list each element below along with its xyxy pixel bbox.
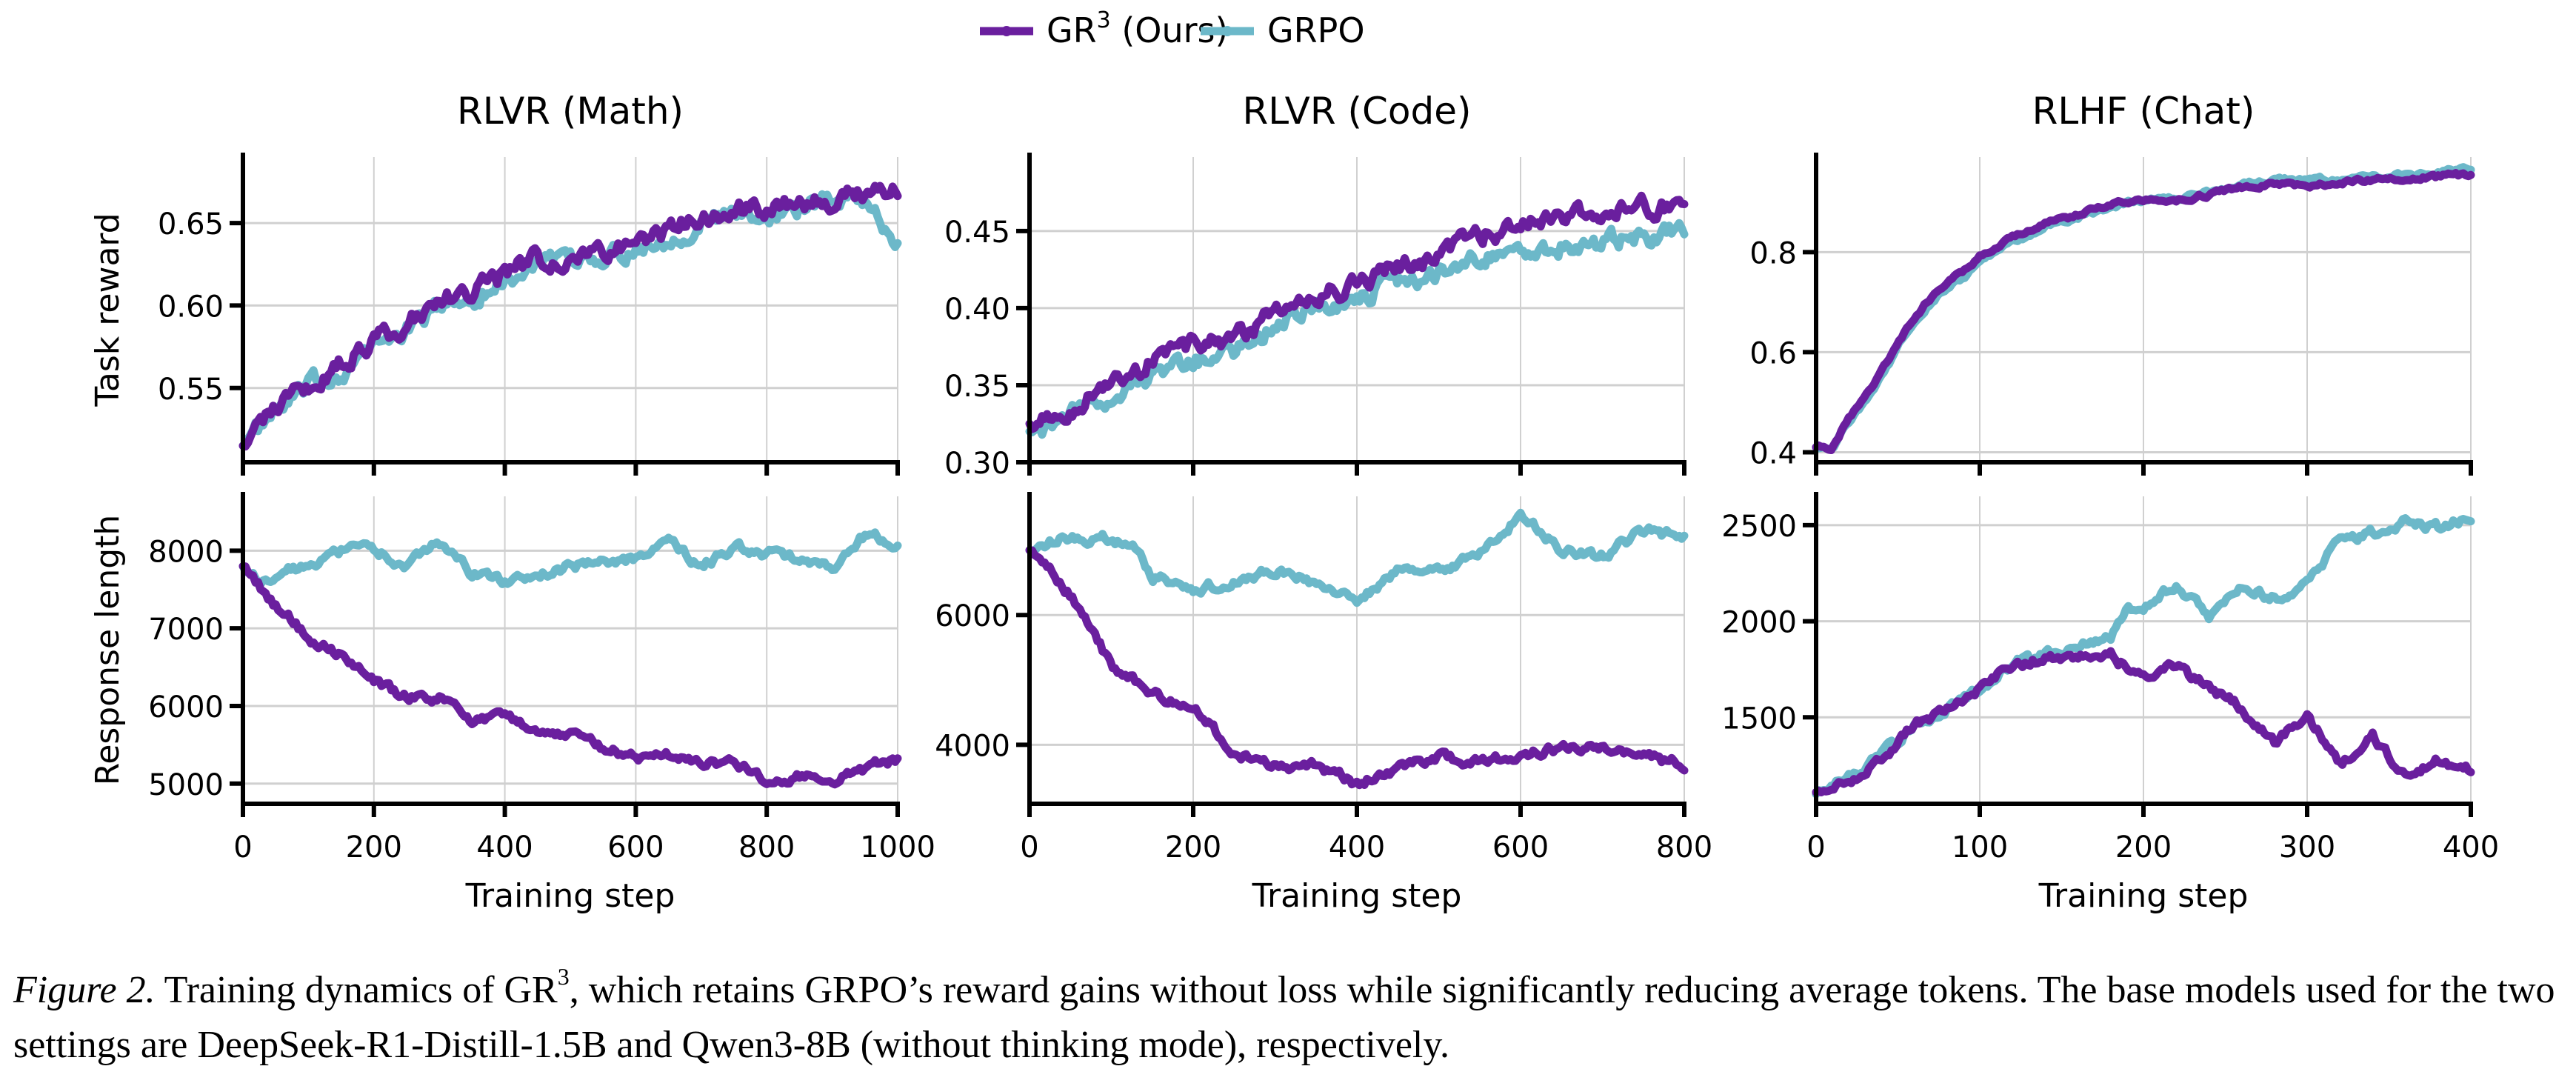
legend-item-gr3: GR3 (Ours) [980,7,1228,50]
y-tick-label: 6000 [935,599,1010,633]
x-tick-label: 600 [607,830,664,865]
caption-text-2: , which retains GRPO’s reward gains with… [13,969,2555,1066]
x-tick-label: 800 [1656,830,1712,865]
series-line-gr3 [1812,647,2475,796]
series-line-gr3 [1812,169,2475,454]
series-line-grpo [238,190,902,450]
y-tick-label: 6000 [148,690,224,725]
panel-title: RLVR (Code) [1243,90,1472,133]
panel-title: RLHF (Chat) [2032,90,2255,133]
legend-label-grpo: GRPO [1267,10,1365,50]
y-tick-label: 0.30 [944,447,1010,481]
y-tick-label: 0.8 [1749,236,1797,270]
x-tick-label: 400 [1329,830,1385,865]
series-line-gr3 [238,182,902,451]
legend-marker-grpo [1222,26,1232,36]
x-axis-label: Training step [1252,877,1462,915]
x-tick-label: 100 [1952,830,2008,865]
x-tick-label: 200 [2115,830,2172,865]
series-line-gr3 [1025,546,1689,790]
x-tick-label: 0 [1806,830,1825,865]
legend: GR3 (Ours) GRPO [980,7,1365,50]
legend-item-grpo: GRPO [1201,10,1365,50]
x-axis-label: Training step [465,877,675,915]
panel-bottom-left: 5000 6000 7000 8000 0 200 400 600 800 1000 Trainin… [89,492,935,915]
panel-top-left: 0.55 0.60 0.65 RLVR (Math) Task reward [89,90,902,476]
y-tick-label: 0.35 [944,370,1010,404]
caption-label: Figure 2. [13,969,156,1011]
y-tick-label: 5000 [148,768,224,802]
x-tick-label: 400 [476,830,533,865]
series-line-grpo [1025,219,1689,439]
y-tick-label: 0.40 [944,293,1010,327]
series-line-grpo [238,528,902,589]
y-tick-label: 0.45 [944,216,1010,250]
x-tick-label: 200 [346,830,402,865]
panel-title: RLVR (Math) [457,90,684,133]
y-axis-label: Task reward [89,213,127,407]
x-tick-label: 300 [2279,830,2335,865]
x-tick-label: 0 [1020,830,1038,865]
y-tick-label: 8000 [148,535,224,569]
y-tick-label: 4000 [935,729,1010,763]
series-line-gr3 [1025,191,1689,433]
series-line-gr3 [238,562,902,789]
x-tick-label: 400 [2443,830,2499,865]
caption-text-1: Training dynamics of GR [155,969,558,1011]
x-tick-label: 1000 [860,830,935,865]
x-tick-label: 600 [1492,830,1549,865]
y-tick-label: 1500 [1721,702,1797,736]
y-tick-label: 0.60 [158,290,224,324]
y-tick-label: 0.4 [1749,436,1797,470]
y-tick-label: 0.55 [158,373,224,407]
y-tick-label: 2000 [1721,606,1797,640]
figure-caption: Figure 2. Training dynamics of GR3, whic… [13,963,2569,1073]
legend-marker-gr3 [1001,26,1012,36]
panel-bottom-right: 1500 2000 2500 0 100 200 300 400 Training step [1721,492,2499,915]
legend-label-gr3: GR3 (Ours) [1047,7,1228,50]
x-tick-label: 200 [1165,830,1221,865]
y-tick-label: 0.65 [158,207,224,242]
panel-bottom-center: 4000 6000 0 200 400 600 800 Training step [935,492,1712,915]
y-tick-label: 2500 [1721,510,1797,544]
x-tick-label: 800 [738,830,795,865]
panel-top-center: 0.30 0.35 0.40 0.45 RLVR (Code) [944,90,1689,481]
panel-top-right: 0.4 0.6 0.8 RLHF (Chat) [1749,90,2475,476]
x-axis-label: Training step [2038,877,2249,915]
series-line-grpo [1025,508,1689,607]
y-tick-label: 0.6 [1749,336,1797,370]
y-tick-label: 7000 [148,613,224,647]
caption-sup: 3 [557,963,570,990]
x-tick-label: 0 [233,830,252,865]
y-axis-label: Response length [89,515,127,786]
